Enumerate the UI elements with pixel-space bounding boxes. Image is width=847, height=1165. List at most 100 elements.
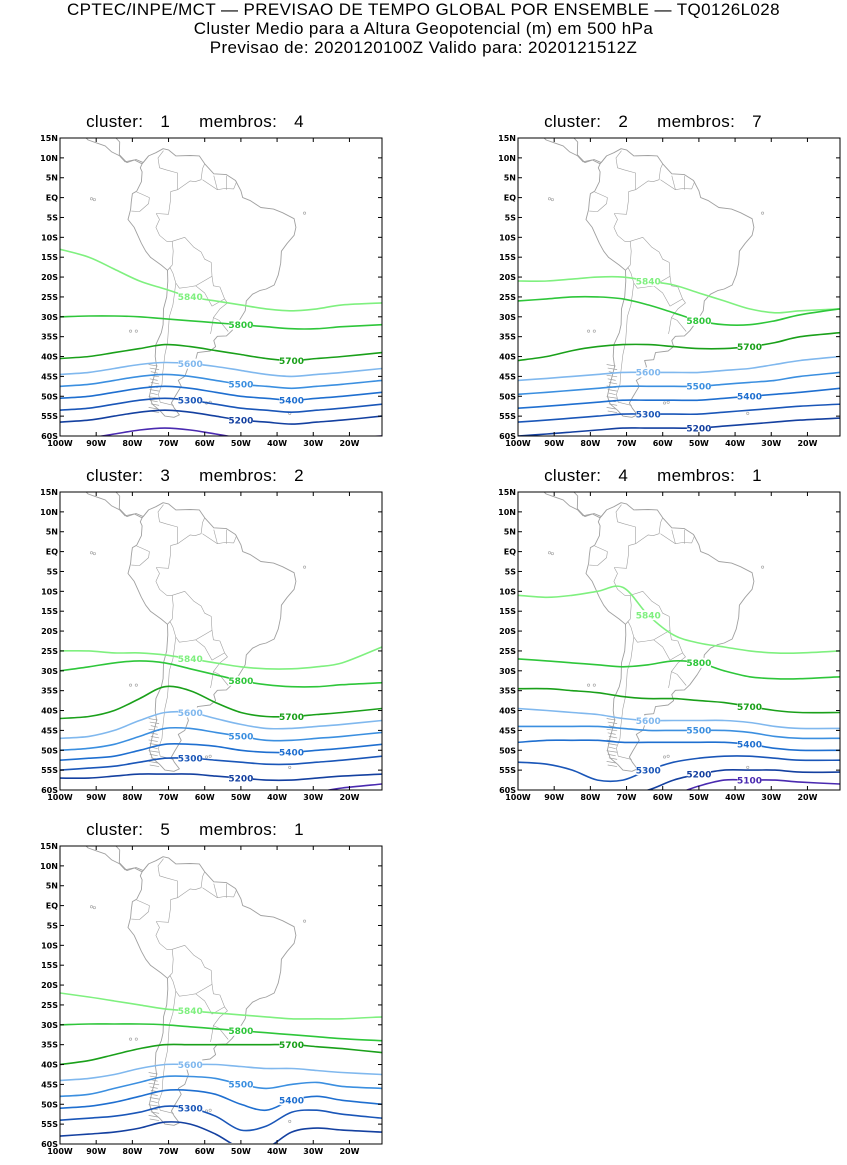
country-border (614, 150, 636, 215)
lat-label: 5S (505, 567, 517, 576)
contour-label-5800: 5800 (686, 317, 711, 327)
central-america-coastline (85, 846, 143, 873)
archipelago-island (606, 761, 616, 764)
lat-label: 20S (499, 273, 516, 282)
contour-label-bg (686, 423, 711, 434)
contour-5840 (518, 275, 840, 314)
archipelago-island (150, 392, 158, 396)
country-border (158, 282, 177, 406)
country-border (653, 630, 683, 661)
lat-label: 5N (46, 528, 58, 537)
island (134, 683, 138, 687)
country-border (589, 545, 608, 566)
country-border (202, 887, 237, 898)
contour-label-bg (178, 653, 203, 664)
contour-label-5840: 5840 (178, 293, 203, 303)
lon-label: 100W (505, 439, 531, 448)
contour-5600 (60, 710, 382, 740)
archipelago-island (149, 367, 160, 370)
island (666, 400, 670, 404)
contour-5100 (684, 778, 840, 790)
contour-label-bg (228, 675, 253, 686)
lat-label: 10S (499, 587, 516, 596)
map-plot: 5840580057005600550054005300520015N10N5N… (40, 842, 383, 1156)
island (547, 551, 551, 555)
country-border (177, 517, 205, 544)
archipelago-island (607, 721, 618, 724)
lat-label: 5S (505, 213, 517, 222)
island (761, 211, 765, 215)
contour-label-bg (737, 701, 762, 712)
central-america-coastline (85, 492, 143, 519)
island (592, 329, 596, 333)
cluster-panel-5: cluster: 5 membros: 1 5840 5800 5700 5600 55… (20, 820, 383, 1165)
members-text: membros: 1 (657, 466, 762, 485)
cluster-text: cluster: 3 (86, 466, 171, 485)
country-border (167, 621, 171, 625)
archipelago-island (148, 1072, 158, 1075)
country-border (613, 567, 632, 625)
contour-5500 (518, 371, 840, 396)
country-border (671, 652, 687, 686)
island (746, 765, 750, 769)
country-border (155, 567, 174, 625)
contour-5400 (518, 739, 840, 752)
lon-label: 90W (544, 439, 564, 448)
contour-label-bg (636, 276, 661, 287)
archipelago-island (607, 378, 616, 381)
country-border (614, 504, 636, 569)
cluster-text: cluster: 4 (544, 466, 629, 485)
contour-label-5200: 5200 (686, 424, 711, 434)
contour-5300 (60, 755, 382, 771)
lat-label: 40S (41, 1061, 58, 1070)
contour-5500 (60, 1075, 382, 1098)
lat-label: 15S (499, 607, 516, 616)
lat-label: 10N (40, 154, 58, 163)
archipelago-island (608, 392, 616, 396)
archipelago-island (608, 757, 618, 760)
lat-label: 50S (499, 392, 516, 401)
lon-label: 90W (86, 793, 106, 802)
contour-label-bg (228, 1025, 253, 1036)
contour-label-5400: 5400 (279, 397, 304, 407)
lat-label: 15N (498, 488, 516, 497)
contour-5200 (60, 1121, 382, 1144)
lon-label: 20W (797, 439, 817, 448)
archipelago-island (606, 407, 616, 410)
island (129, 1037, 133, 1041)
central-america-coastline (85, 138, 143, 165)
archipelago-island (149, 1097, 160, 1100)
island (129, 683, 133, 687)
country-border (589, 191, 608, 212)
contour-label-5600: 5600 (178, 1061, 203, 1071)
cluster-panel-3: cluster: 3 membros: 2 5840 5800 5700 5600 55… (20, 466, 383, 811)
contour-5840 (518, 585, 840, 654)
lon-label: 40W (267, 439, 287, 448)
contour-label-5840: 5840 (636, 611, 661, 621)
contour-5700 (60, 1043, 382, 1066)
contour-5200 (644, 769, 840, 790)
lon-label: 30W (303, 1147, 323, 1156)
lon-label: 50W (231, 1147, 251, 1156)
contour-label-bg (178, 358, 203, 369)
lon-label: 50W (231, 439, 251, 448)
lon-label: 60W (195, 439, 215, 448)
contour-label-5400: 5400 (737, 393, 762, 403)
map-plot: 5840580057005600550054005300520015N10N5N… (498, 134, 841, 448)
archipelago-island (606, 750, 618, 753)
lon-label: 40W (267, 1147, 287, 1156)
lat-label: EQ (46, 194, 58, 203)
island (547, 197, 551, 201)
contour-label-bg (178, 753, 203, 764)
lat-label: 5N (46, 174, 58, 183)
contour-label-bg (228, 415, 253, 426)
country-border (671, 175, 676, 190)
country-border (131, 191, 150, 212)
archipelago-island (606, 396, 618, 399)
island (92, 906, 96, 910)
island (666, 754, 670, 758)
lon-label: 70W (159, 1147, 179, 1156)
country-border (156, 504, 178, 569)
lat-label: EQ (504, 548, 516, 557)
